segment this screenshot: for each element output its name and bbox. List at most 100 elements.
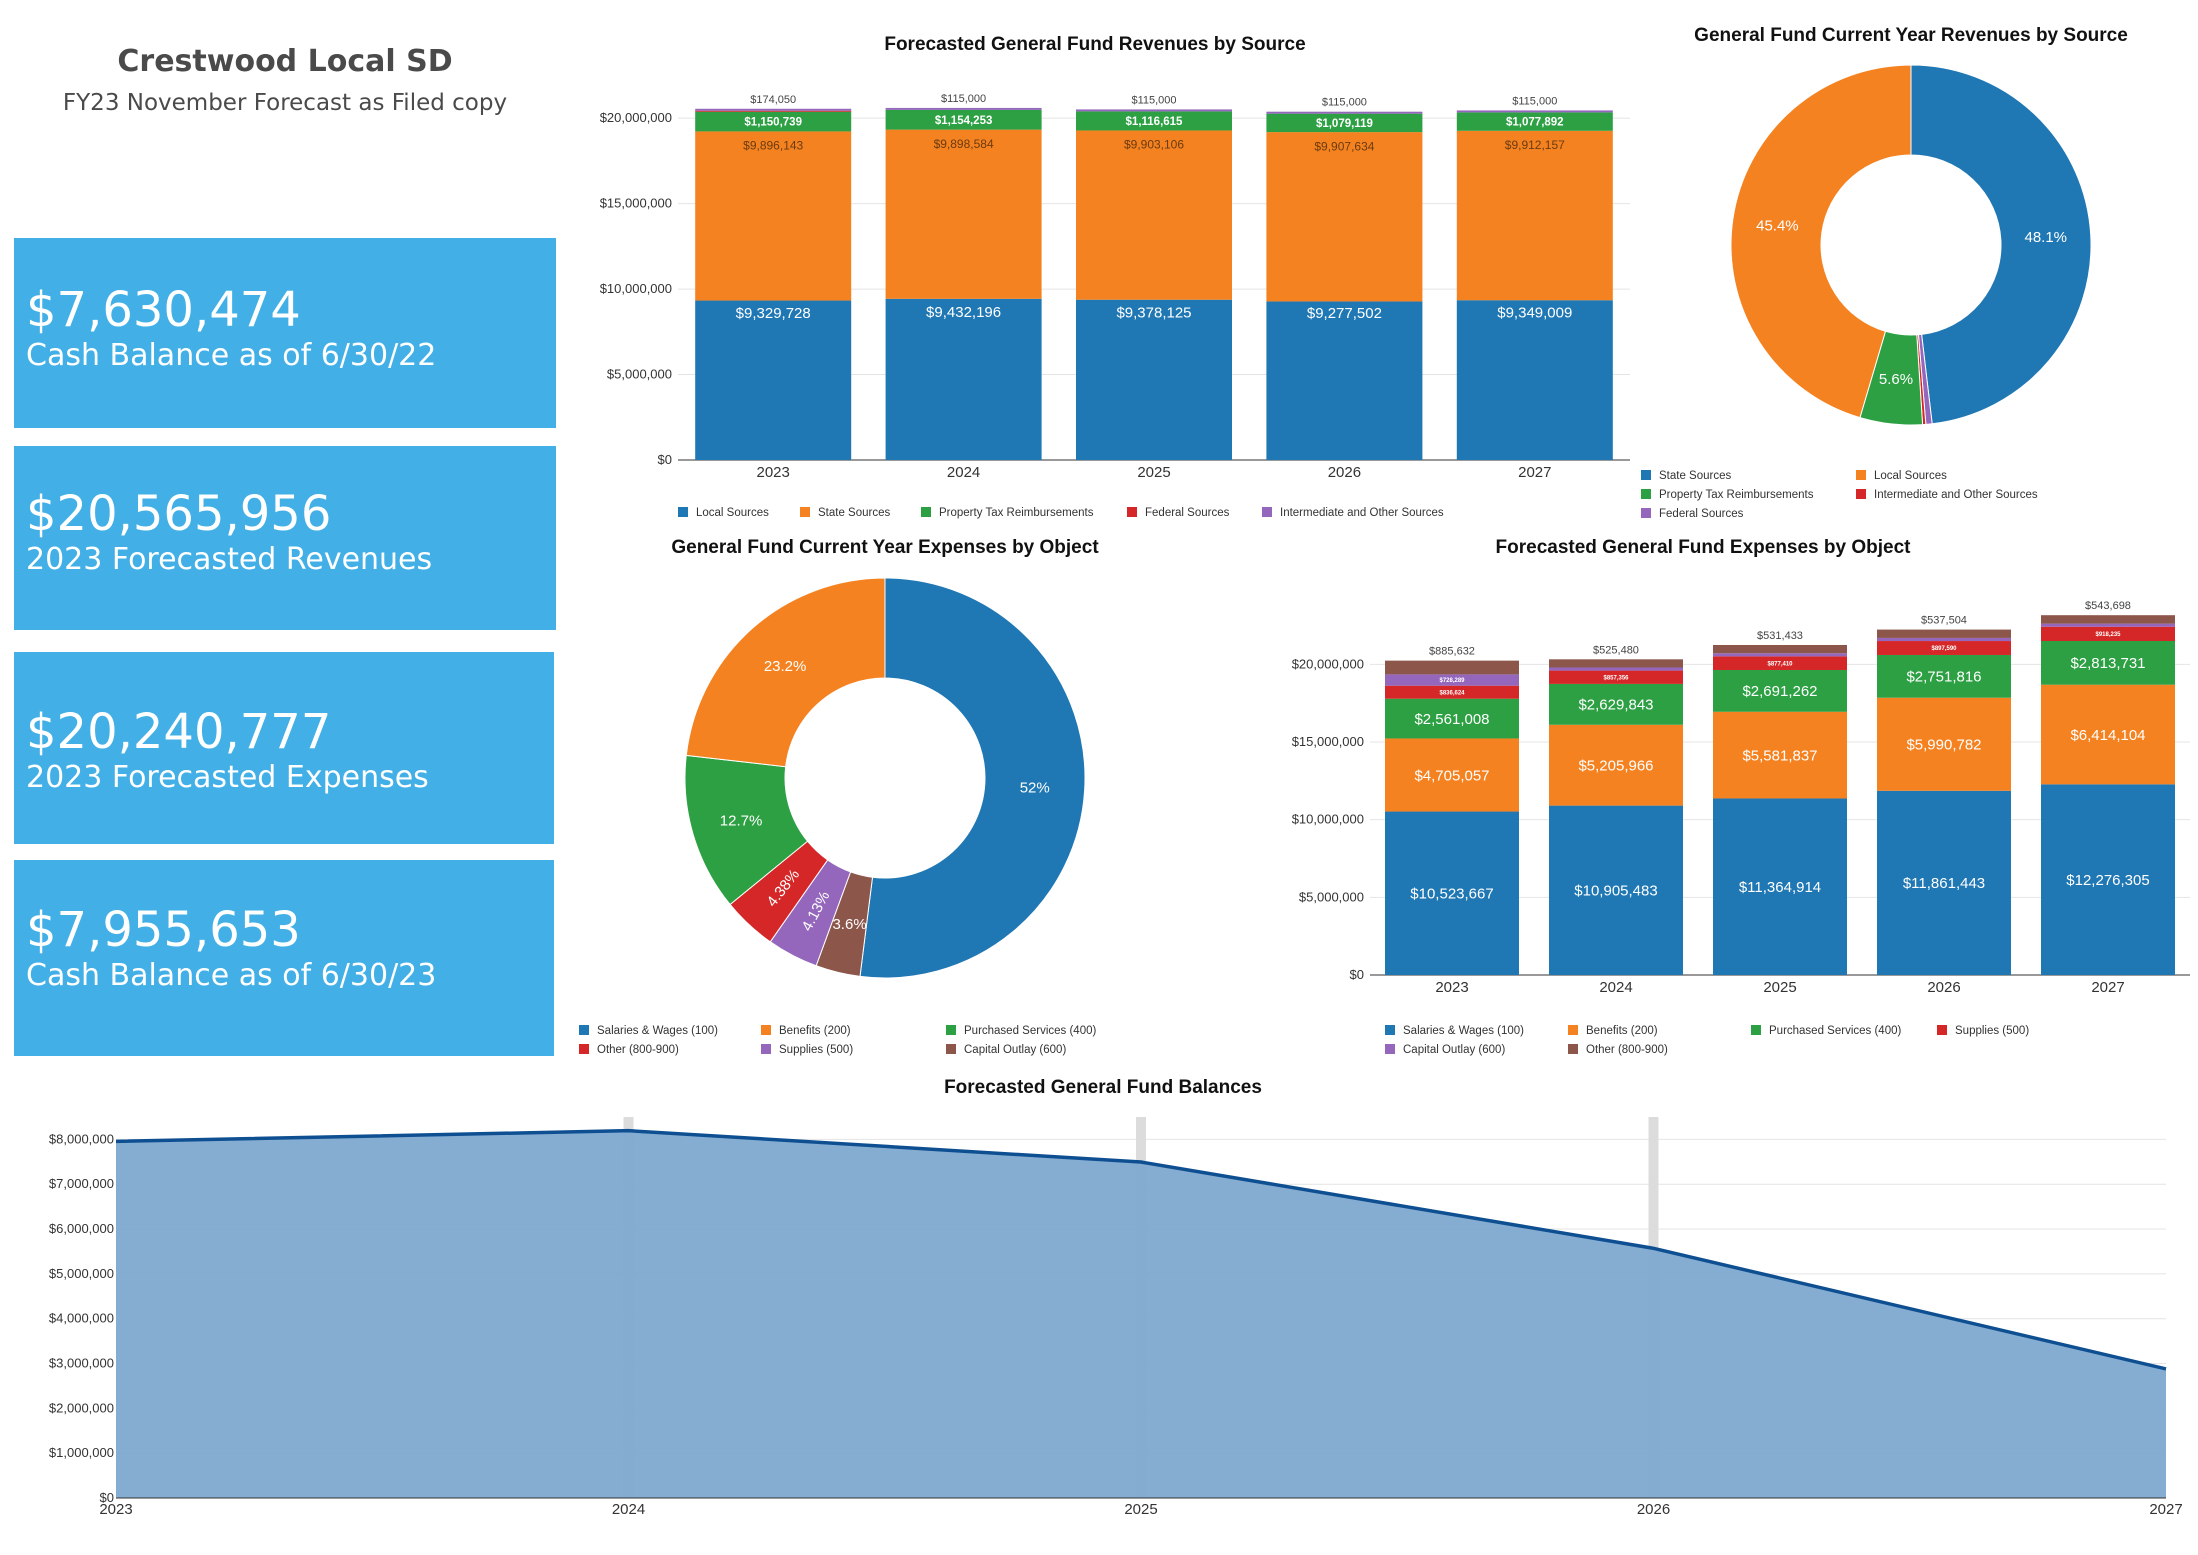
data-label: $918,235 [2095, 632, 2121, 638]
y-tick-label: $2,000,000 [49, 1400, 114, 1415]
legend-swatch [1856, 489, 1866, 499]
legend-swatch [1385, 1044, 1395, 1054]
x-tick-label: 2025 [1763, 979, 1796, 996]
x-tick-label: 2024 [947, 464, 980, 481]
y-tick-label: $15,000,000 [600, 196, 672, 211]
bar-segment [695, 110, 852, 112]
bar-segment [1713, 644, 1847, 654]
bar-segment [1266, 301, 1423, 460]
y-tick-label: $4,000,000 [49, 1311, 114, 1326]
legend-swatch [946, 1044, 956, 1054]
y-tick-label: $20,000,000 [600, 110, 672, 125]
bar-segment [1713, 711, 1847, 799]
y-tick-label: $5,000,000 [1299, 889, 1364, 904]
bar-segment [1385, 698, 1519, 739]
data-label: $11,861,443 [1903, 875, 1985, 892]
total-label: $543,698 [2085, 600, 2131, 612]
data-label: $2,751,816 [1906, 669, 1981, 686]
legend-label: Capital Outlay (600) [1403, 1044, 1505, 1056]
legend-swatch [1856, 470, 1866, 480]
kpi-label: Cash Balance as of 6/30/23 [26, 958, 437, 993]
chart-title: Forecasted General Fund Balances [944, 1077, 1262, 1098]
legend-label: Local Sources [696, 507, 769, 519]
data-label: $9,349,009 [1497, 305, 1572, 322]
total-label: $174,050 [750, 94, 796, 106]
legend-swatch [800, 507, 810, 517]
data-label: $9,329,728 [736, 305, 811, 322]
balance-line [115, 1128, 2167, 1371]
total-label: $115,000 [941, 93, 986, 105]
chart-title: General Fund Current Year Expenses by Ob… [671, 537, 1099, 558]
legend-label: State Sources [818, 507, 890, 519]
legend-label: Supplies (500) [779, 1044, 853, 1056]
data-label: $2,813,731 [2070, 655, 2145, 672]
data-label: $1,154,253 [935, 115, 993, 127]
bar-segment [1549, 659, 1683, 668]
data-label: $10,523,667 [1410, 886, 1493, 903]
bar-segment [2041, 684, 2175, 785]
legend-label: Salaries & Wages (100) [1403, 1025, 1524, 1037]
bar-segment [2041, 623, 2175, 627]
y-tick-label: $20,000,000 [1292, 656, 1364, 671]
bar-segment [1713, 656, 1847, 670]
legend-swatch [1641, 470, 1651, 480]
total-label: $115,000 [1322, 97, 1367, 109]
legend-swatch [761, 1044, 771, 1054]
bar-segment [1877, 629, 2011, 638]
y-tick-label: $0 [658, 452, 672, 467]
y-tick-label: $15,000,000 [1292, 734, 1364, 749]
bar-segment [2041, 615, 2175, 624]
legend-label: Salaries & Wages (100) [597, 1025, 718, 1037]
rev-donut-chart: General Fund Current Year Revenues by So… [1641, 25, 2128, 520]
bar-segment [885, 298, 1042, 460]
data-label: $5,205,966 [1578, 757, 1653, 774]
district-name: Crestwood Local SD [117, 44, 453, 79]
bar-segment [695, 300, 852, 460]
total-label: $115,000 [1512, 95, 1557, 107]
x-tick-label: 2023 [1435, 979, 1468, 996]
bar-segment [1266, 132, 1423, 302]
forecast-subtitle: FY23 November Forecast as Filed copy [62, 90, 508, 116]
rev-bar-chart: Forecasted General Fund Revenues by Sour… [600, 34, 1630, 519]
donut-slice [1730, 64, 1912, 419]
bar-segment [885, 129, 1042, 299]
legend-label: Supplies (500) [1955, 1025, 2029, 1037]
legend-swatch [678, 507, 688, 517]
legend-swatch [579, 1025, 589, 1035]
data-label: $1,116,615 [1126, 116, 1184, 128]
y-tick-label: $8,000,000 [49, 1131, 114, 1146]
bar-segment [1713, 653, 1847, 657]
kpi-label: Cash Balance as of 6/30/22 [26, 338, 437, 373]
legend-label: Benefits (200) [779, 1025, 851, 1037]
kpi-card-cash-2023: $7,955,653 Cash Balance as of 6/30/23 [14, 860, 554, 1056]
bar-segment [1076, 111, 1232, 131]
kpi-value: $20,240,777 [26, 704, 332, 760]
bar-segment [1549, 724, 1683, 806]
total-label: $885,632 [1429, 646, 1475, 658]
chart-title: Forecasted General Fund Revenues by Sour… [884, 34, 1305, 55]
y-tick-label: $1,000,000 [49, 1445, 114, 1460]
legend-label: Intermediate and Other Sources [1280, 507, 1444, 519]
x-tick-label: 2023 [99, 1501, 132, 1518]
data-label: $11,364,914 [1739, 879, 1821, 896]
legend-swatch [579, 1044, 589, 1054]
bar-segment [1385, 685, 1519, 699]
bal-area-chart: Forecasted General Fund Balances $0 $1,000… [49, 1077, 2183, 1518]
bar-segment [1385, 660, 1519, 675]
data-label: $2,629,843 [1578, 697, 1653, 714]
exp-donut-chart: General Fund Current Year Expenses by Ob… [579, 537, 1099, 1056]
chart-title: Forecasted General Fund Expenses by Obje… [1496, 537, 1912, 558]
bar-segment [1456, 130, 1613, 301]
legend-label: Benefits (200) [1586, 1025, 1658, 1037]
data-label: $1,150,739 [744, 117, 802, 129]
x-tick-label: 2024 [612, 1501, 645, 1518]
bar-segment [1456, 300, 1613, 460]
data-label: $9,432,196 [926, 304, 1001, 321]
bar-segment [2041, 626, 2175, 641]
bar-segment [1456, 110, 1613, 113]
total-label: $525,480 [1593, 644, 1639, 656]
bar-segment [1385, 811, 1519, 975]
y-tick-label: $3,000,000 [49, 1356, 114, 1371]
data-label: $5,990,782 [1906, 736, 1981, 753]
donut-slice [685, 577, 886, 768]
